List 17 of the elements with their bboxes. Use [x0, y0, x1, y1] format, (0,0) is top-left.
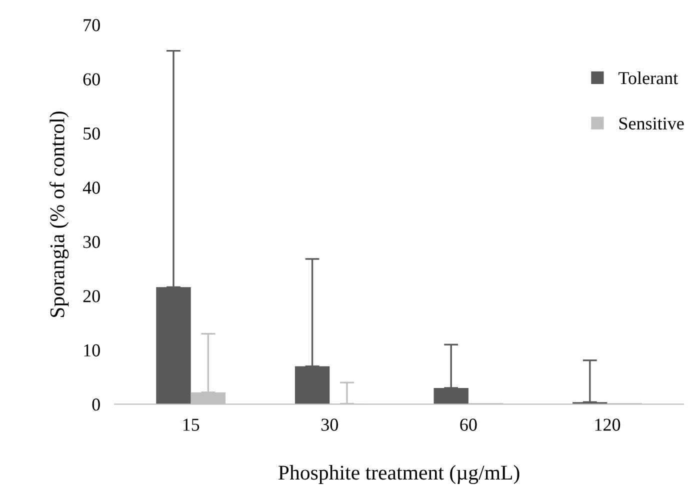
- x-tick-label: 60: [460, 418, 477, 431]
- x-tick-label: 30: [321, 418, 338, 431]
- legend-label: Tolerant: [618, 72, 678, 84]
- y-tick-label: 30: [83, 236, 100, 248]
- x-tick-label: 15: [183, 418, 200, 431]
- y-tick-label: 20: [83, 290, 100, 302]
- y-tick-label: 40: [82, 182, 100, 194]
- y-tick-label: 50: [84, 127, 100, 140]
- legend-label: Sensitive: [619, 117, 684, 130]
- x-axis-title: Phosphite treatment (µg/mL): [278, 465, 520, 484]
- y-tick-label: 0: [92, 398, 100, 411]
- y-tick-label: 10: [84, 344, 100, 356]
- y-tick-label: 60: [83, 73, 100, 86]
- y-tick-label: 70: [84, 19, 100, 32]
- bar: [434, 388, 468, 404]
- x-tick-label: 120: [595, 418, 620, 431]
- y-axis-title: Sporangia (% of control): [50, 112, 69, 317]
